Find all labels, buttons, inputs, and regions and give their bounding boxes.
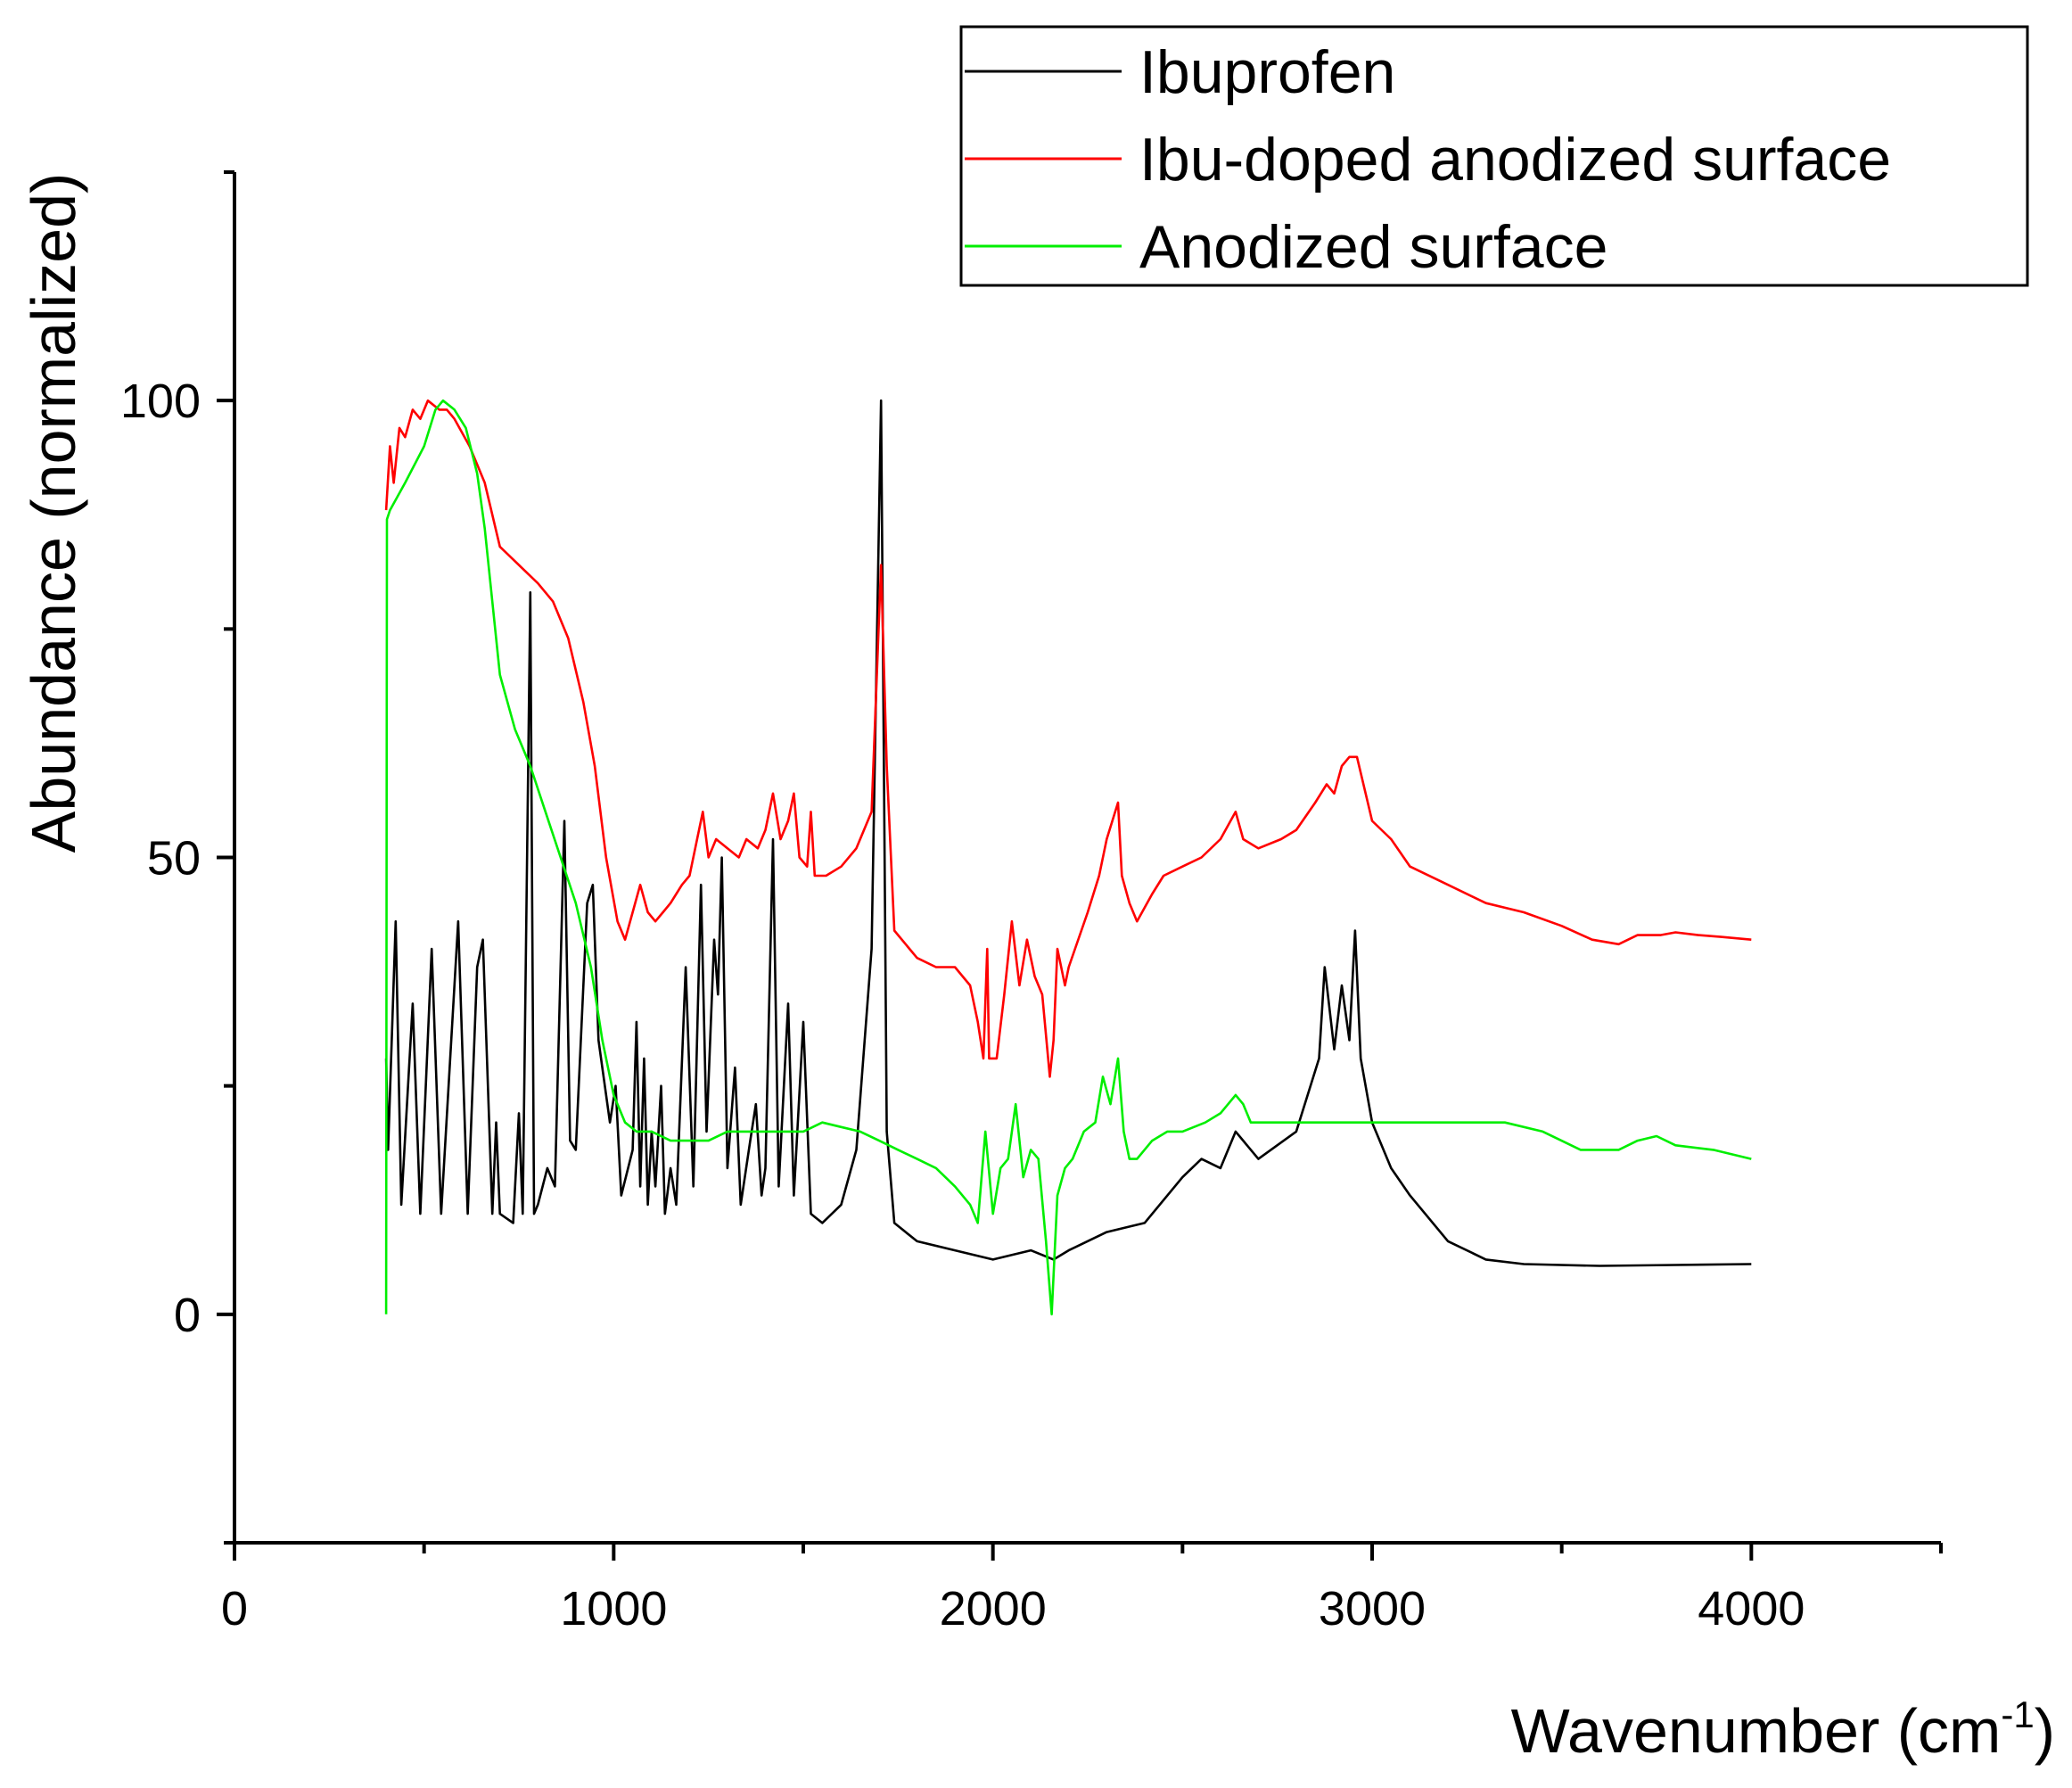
legend-label: Ibuprofen	[1139, 38, 1395, 106]
y-tick-label: 0	[174, 1289, 201, 1342]
x-tick-label: 1000	[560, 1582, 667, 1636]
x-axis-title: Wavenumber (cm-1)	[1511, 1693, 2055, 1766]
y-tick-label: 100	[120, 375, 201, 428]
y-tick-label: 50	[147, 832, 201, 886]
series-layer	[384, 399, 1752, 1316]
axes-layer: 0 1000 2000 3000 4000 0 50 100 Abundance (normal…	[19, 170, 2055, 1766]
x-tick-label: 4000	[1698, 1582, 1805, 1636]
x-tick-label: 0	[221, 1582, 248, 1636]
y-axis-title: Abundance (normalized)	[19, 173, 88, 853]
series-line-1	[384, 399, 1752, 1267]
legend-box	[959, 25, 2029, 287]
x-tick-label: 3000	[1319, 1582, 1426, 1636]
series-line-2	[384, 399, 1752, 1078]
legend: Ibuprofen Ibu-doped anodized surface Anodi…	[959, 25, 2029, 287]
legend-label: Ibu-doped anodized surface	[1139, 126, 1891, 194]
x-tick-label: 2000	[940, 1582, 1047, 1636]
legend-label: Anodized surface	[1139, 213, 1607, 281]
series-line-3	[384, 399, 1752, 1316]
